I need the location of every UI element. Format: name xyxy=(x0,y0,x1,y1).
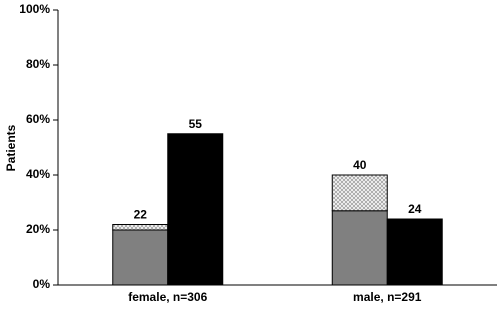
y-axis-label: Patients xyxy=(4,124,18,171)
y-tick-label: 60% xyxy=(26,112,50,126)
bar-segment xyxy=(112,224,169,231)
y-tick-label: 40% xyxy=(26,167,50,181)
bar-segment xyxy=(331,210,388,286)
bar-segment xyxy=(386,218,443,286)
y-tick-label: 80% xyxy=(26,57,50,71)
bar-segment xyxy=(331,174,388,212)
bar-segment xyxy=(112,229,169,286)
y-tick-label: 0% xyxy=(33,277,51,291)
x-tick-label: female, n=306 xyxy=(128,290,207,304)
data-label: 22 xyxy=(134,208,148,222)
data-label: 40 xyxy=(353,158,367,172)
data-label: 24 xyxy=(408,202,422,216)
y-tick-label: 100% xyxy=(19,2,50,16)
x-tick-label: male, n=291 xyxy=(353,290,422,304)
y-tick-label: 20% xyxy=(26,222,50,236)
bar-segment xyxy=(167,133,224,286)
data-label: 55 xyxy=(189,117,203,131)
